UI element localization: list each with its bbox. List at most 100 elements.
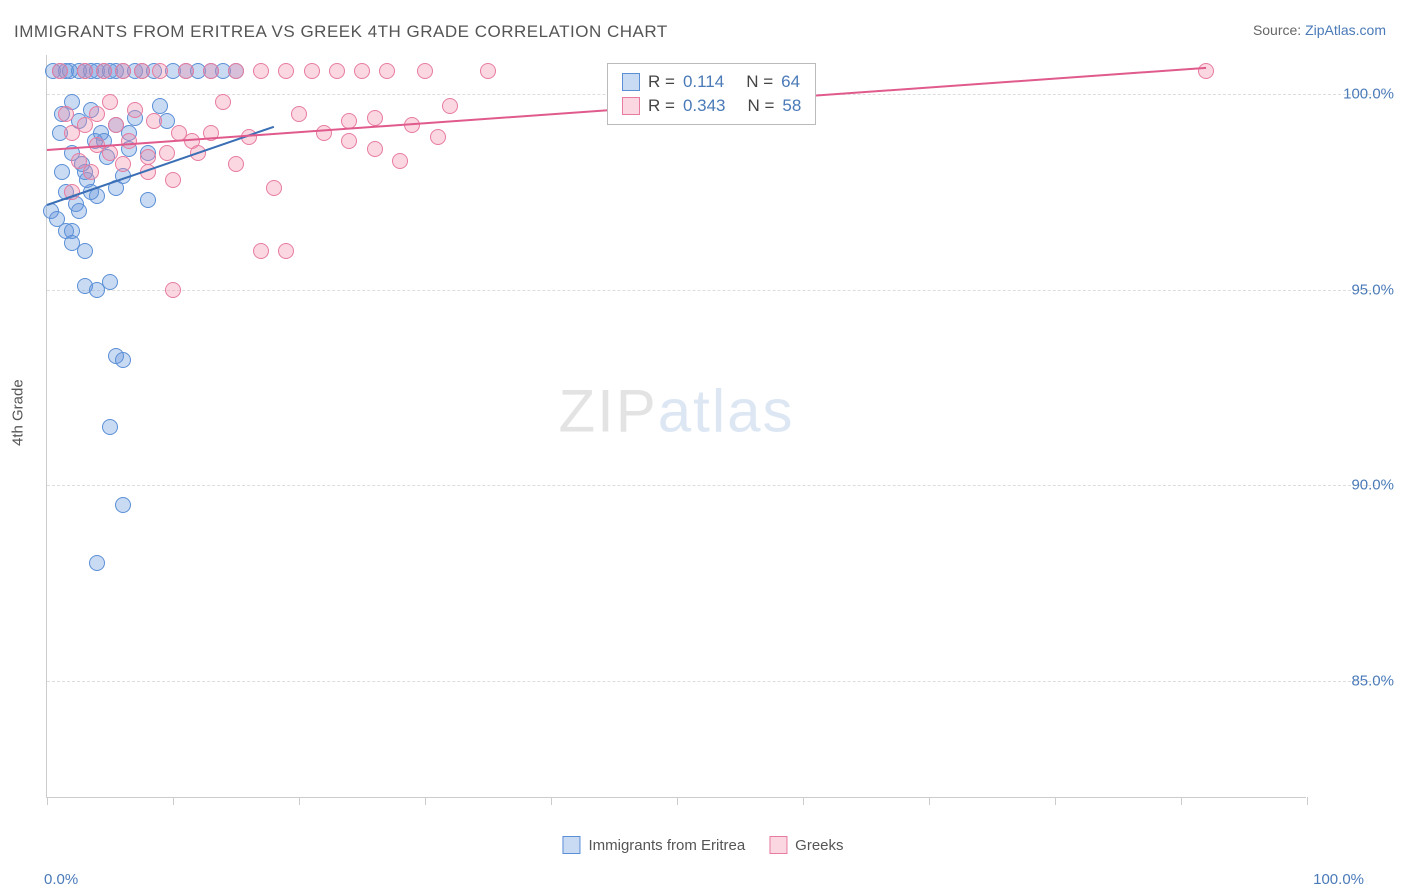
watermark: ZIPatlas <box>558 377 794 446</box>
n-label: N = <box>747 96 774 116</box>
scatter-point <box>228 156 244 172</box>
x-axis-min-label: 0.0% <box>44 871 78 888</box>
x-tick <box>551 797 552 805</box>
y-tick-label: 100.0% <box>1343 86 1394 103</box>
scatter-point <box>102 419 118 435</box>
scatter-point <box>71 203 87 219</box>
scatter-point <box>278 63 294 79</box>
legend-series-name: Immigrants from Eritrea <box>588 837 745 854</box>
scatter-point <box>140 192 156 208</box>
scatter-point <box>165 172 181 188</box>
scatter-point <box>417 63 433 79</box>
scatter-point <box>83 164 99 180</box>
scatter-point <box>127 102 143 118</box>
x-tick <box>1307 797 1308 805</box>
scatter-point <box>1198 63 1214 79</box>
y-tick-label: 90.0% <box>1351 477 1394 494</box>
y-tick-label: 95.0% <box>1351 281 1394 298</box>
source-attribution: Source: ZipAtlas.com <box>1253 22 1386 38</box>
x-tick <box>1055 797 1056 805</box>
y-axis-title: 4th Grade <box>10 379 27 446</box>
scatter-point <box>102 94 118 110</box>
legend-swatch <box>562 836 580 854</box>
scatter-point <box>77 117 93 133</box>
scatter-point <box>165 282 181 298</box>
scatter-point <box>152 63 168 79</box>
bottom-legend-item: Greeks <box>769 836 843 854</box>
scatter-point <box>115 497 131 513</box>
x-tick <box>677 797 678 805</box>
x-tick <box>47 797 48 805</box>
scatter-point <box>115 352 131 368</box>
n-value: 64 <box>781 72 800 92</box>
scatter-point <box>442 98 458 114</box>
scatter-point <box>266 180 282 196</box>
r-label: R = <box>648 72 675 92</box>
scatter-point <box>108 117 124 133</box>
y-tick-label: 85.0% <box>1351 672 1394 689</box>
scatter-point <box>480 63 496 79</box>
x-tick <box>425 797 426 805</box>
scatter-point <box>329 63 345 79</box>
scatter-point <box>89 555 105 571</box>
scatter-point <box>178 63 194 79</box>
scatter-point <box>354 63 370 79</box>
bottom-legend: Immigrants from Eritrea Greeks <box>562 836 843 854</box>
scatter-point <box>341 133 357 149</box>
stats-legend-box: R = 0.114 N = 64 R = 0.343 N = 58 <box>607 63 816 125</box>
scatter-point <box>253 243 269 259</box>
scatter-point <box>253 63 269 79</box>
scatter-point <box>152 98 168 114</box>
scatter-point <box>115 63 131 79</box>
gridline-horizontal <box>47 681 1376 682</box>
scatter-point <box>134 63 150 79</box>
x-axis-max-label: 100.0% <box>1313 871 1364 888</box>
x-tick <box>803 797 804 805</box>
scatter-point <box>392 153 408 169</box>
chart-plot-area: ZIPatlas R = 0.114 N = 64 R = 0.343 N = 58 <box>46 55 1306 798</box>
scatter-point <box>291 106 307 122</box>
n-label: N = <box>746 72 773 92</box>
scatter-point <box>304 63 320 79</box>
source-link[interactable]: ZipAtlas.com <box>1305 22 1386 38</box>
scatter-point <box>203 63 219 79</box>
scatter-point <box>367 141 383 157</box>
scatter-point <box>140 149 156 165</box>
scatter-point <box>228 63 244 79</box>
scatter-point <box>379 63 395 79</box>
scatter-point <box>215 94 231 110</box>
scatter-point <box>89 282 105 298</box>
x-tick <box>929 797 930 805</box>
scatter-point <box>278 243 294 259</box>
scatter-point <box>58 106 74 122</box>
bottom-legend-item: Immigrants from Eritrea <box>562 836 745 854</box>
scatter-point <box>89 106 105 122</box>
gridline-horizontal <box>47 290 1376 291</box>
legend-series-name: Greeks <box>795 837 843 854</box>
scatter-point <box>64 223 80 239</box>
legend-swatch <box>769 836 787 854</box>
scatter-point <box>146 113 162 129</box>
x-tick <box>173 797 174 805</box>
scatter-point <box>52 63 68 79</box>
r-value: 0.343 <box>683 96 726 116</box>
stats-legend-row: R = 0.114 N = 64 <box>622 70 801 94</box>
scatter-point <box>121 133 137 149</box>
legend-swatch <box>622 97 640 115</box>
r-label: R = <box>648 96 675 116</box>
scatter-point <box>115 156 131 172</box>
scatter-point <box>367 110 383 126</box>
scatter-point <box>430 129 446 145</box>
x-tick <box>1181 797 1182 805</box>
x-tick <box>299 797 300 805</box>
scatter-point <box>77 63 93 79</box>
scatter-point <box>316 125 332 141</box>
stats-legend-row: R = 0.343 N = 58 <box>622 94 801 118</box>
scatter-point <box>54 164 70 180</box>
scatter-point <box>96 63 112 79</box>
r-value: 0.114 <box>683 72 724 92</box>
n-value: 58 <box>782 96 801 116</box>
source-label: Source: <box>1253 22 1301 38</box>
gridline-horizontal <box>47 485 1376 486</box>
scatter-point <box>159 145 175 161</box>
